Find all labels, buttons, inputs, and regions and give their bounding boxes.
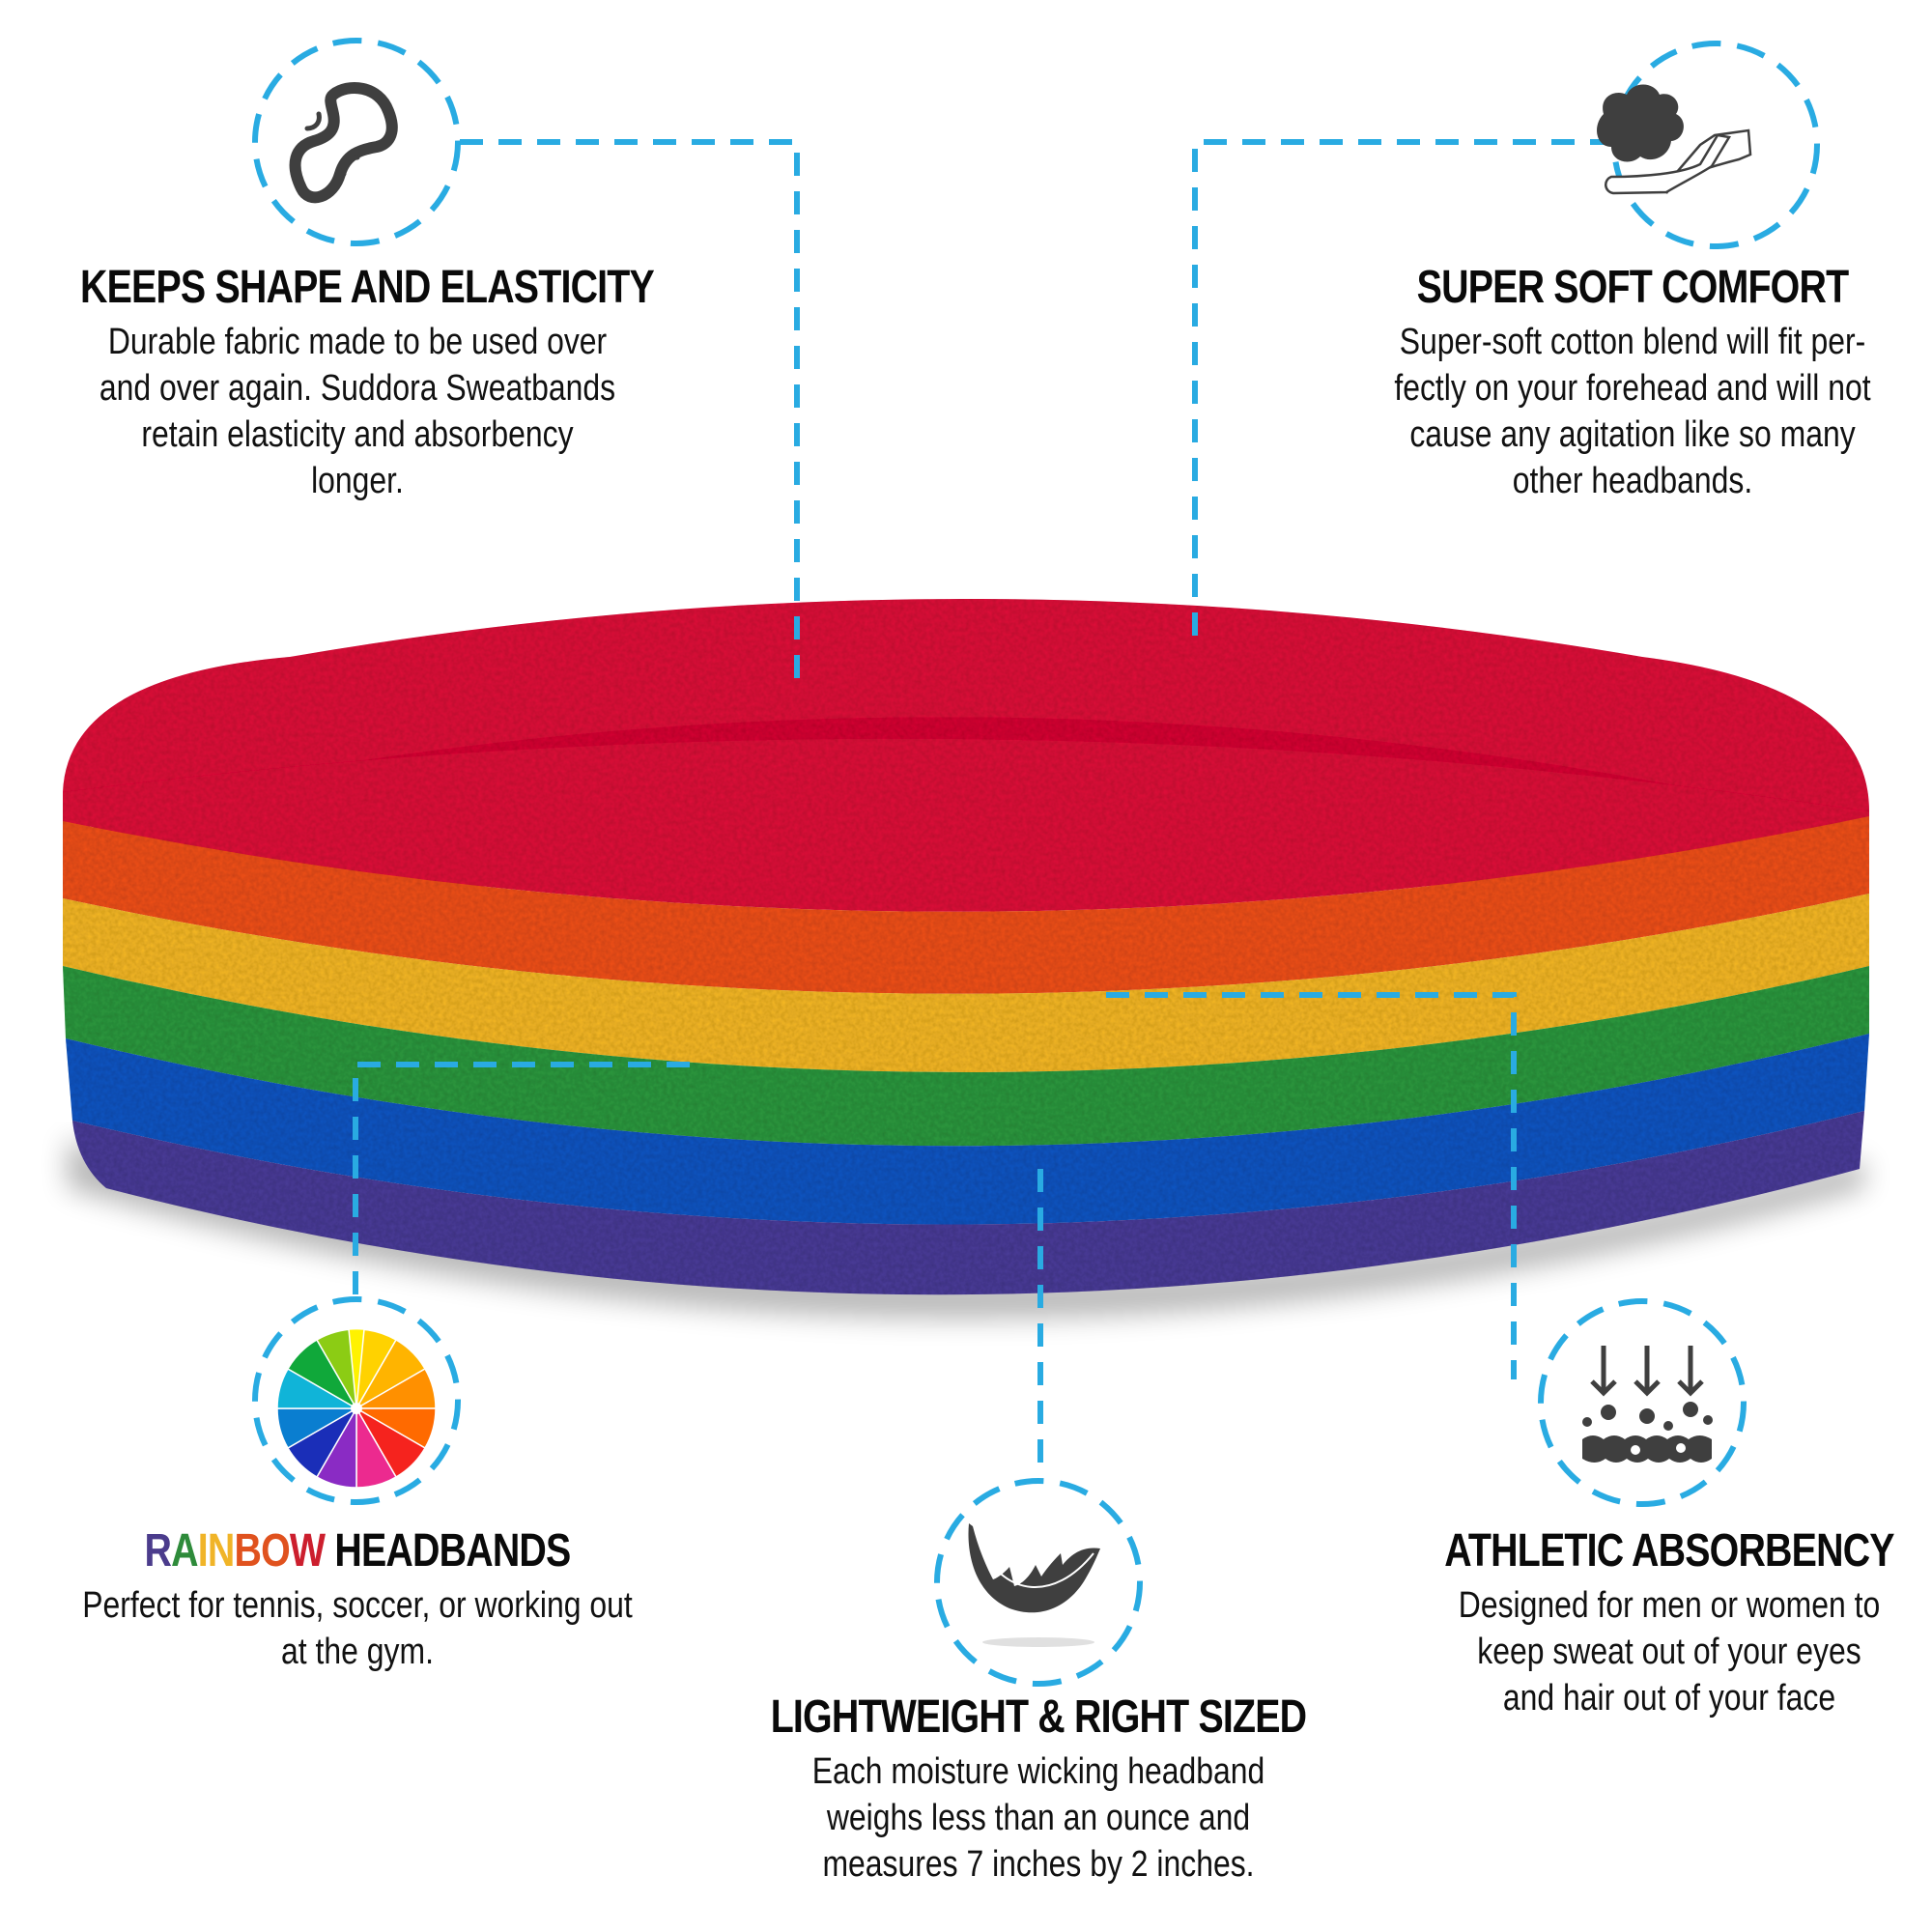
- feature-title: ATHLETIC ABSORBENCY: [1444, 1525, 1894, 1577]
- title-letter: I: [197, 1525, 209, 1577]
- cotton-hand-icon: [1597, 84, 1752, 195]
- title-letter: N: [207, 1525, 235, 1577]
- feature-title: KEEPS SHAPE AND ELASTICITY: [80, 262, 655, 313]
- elastic-band-icon: [289, 82, 398, 204]
- feature-rainbow: RAINBOW HEADBANDS Perfect for tennis, so…: [19, 1524, 696, 1675]
- feature-description: Super-soft cotton blend will fit per- fe…: [1394, 322, 1871, 501]
- title-letter: R: [144, 1525, 172, 1577]
- leader-absorbency: [1106, 992, 1517, 1379]
- leader-keeps-shape: [460, 139, 800, 688]
- feature-keeps-shape: KEEPS SHAPE AND ELASTICITY Durable fabri…: [19, 261, 696, 504]
- feature-lightweight: LIGHTWEIGHT & RIGHT SIZED Each moisture …: [700, 1690, 1377, 1888]
- icon-ring-absorbency: [1538, 1298, 1747, 1507]
- feature-title: LIGHTWEIGHT & RIGHT SIZED: [770, 1691, 1307, 1743]
- icon-ring-lightweight: [934, 1478, 1143, 1687]
- feature-title: SUPER SOFT COMFORT: [1416, 262, 1849, 313]
- feature-description: Durable fabric made to be used over and …: [99, 322, 616, 501]
- feature-description: Each moisture wicking headband weighs le…: [811, 1751, 1265, 1885]
- icon-ring-rainbow: [252, 1296, 461, 1505]
- leader-super-soft: [1192, 139, 1613, 649]
- feature-description: Designed for men or women to keep sweat …: [1458, 1585, 1881, 1719]
- feather-icon: [968, 1523, 1100, 1647]
- feature-description: Perfect for tennis, soccer, or working o…: [82, 1585, 633, 1672]
- feature-title: RAINBOW HEADBANDS: [80, 1524, 635, 1578]
- title-letter: O: [261, 1525, 291, 1577]
- feature-absorbency: ATHLETIC ABSORBENCY Designed for men or …: [1331, 1524, 1932, 1721]
- title-letter: W: [289, 1525, 326, 1577]
- feature-super-soft: SUPER SOFT COMFORT Super-soft cotton ble…: [1294, 261, 1932, 504]
- icon-ring-keeps-shape: [252, 38, 461, 246]
- title-letter: B: [234, 1525, 262, 1577]
- absorbency-icon: [1582, 1346, 1713, 1463]
- title-letter: A: [171, 1525, 198, 1577]
- color-wheel-icon: [276, 1327, 437, 1489]
- title-rest: HEADBANDS: [334, 1525, 571, 1577]
